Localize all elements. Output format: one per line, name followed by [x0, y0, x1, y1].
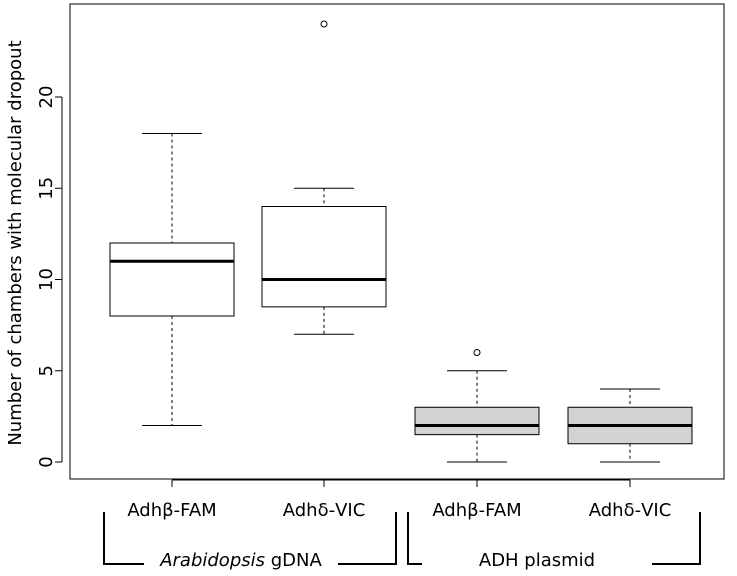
y-axis-label: Number of chambers with molecular dropou…: [5, 40, 26, 445]
interquartile-box: [261, 206, 387, 308]
x-axis: Adhβ-FAM Adhδ-VIC Adhβ-FAM Adhδ-VIC: [127, 479, 672, 521]
y-tick-label: 15: [36, 177, 57, 200]
y-tick-label: 0: [36, 456, 57, 467]
y-tick-label: 10: [36, 268, 57, 291]
plot-frame: [69, 3, 725, 480]
group-bracket-right: [338, 512, 397, 565]
x-tick-label: Adhδ-VIC: [589, 500, 672, 521]
y-tick-label: 5: [36, 365, 57, 376]
box-4: [567, 388, 693, 463]
group-label: Arabidopsis gDNA: [159, 550, 322, 571]
group-bracket-right: [652, 512, 701, 565]
y-axis: 0 5 10 15 20: [36, 86, 63, 468]
boxes: [109, 20, 693, 463]
x-tick-label: Adhβ-FAM: [127, 500, 216, 521]
group-label-text: ADH plasmid: [479, 550, 595, 571]
box-1: [109, 133, 235, 426]
y-tick-label: 20: [36, 86, 57, 109]
interquartile-box: [109, 242, 235, 317]
box-3: [414, 349, 540, 463]
group-bracket-left: [407, 512, 422, 565]
outlier-point: [473, 349, 481, 356]
group-label-italic: Arabidopsis: [159, 550, 265, 571]
box-2: [261, 20, 387, 335]
group-brackets: Arabidopsis gDNA ADH plasmid: [103, 512, 701, 571]
x-tick-label: Adhβ-FAM: [432, 500, 521, 521]
group-label: ADH plasmid: [479, 550, 595, 571]
interquartile-box: [414, 406, 540, 436]
group-label-text: gDNA: [265, 550, 322, 571]
outlier-point: [320, 20, 328, 28]
x-tick-label: Adhδ-VIC: [283, 500, 366, 521]
group-bracket-left: [103, 512, 144, 565]
